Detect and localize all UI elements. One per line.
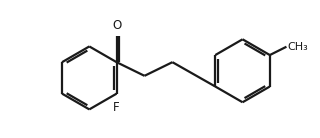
Text: O: O bbox=[112, 19, 121, 32]
Text: F: F bbox=[113, 101, 120, 114]
Text: CH₃: CH₃ bbox=[288, 42, 308, 52]
